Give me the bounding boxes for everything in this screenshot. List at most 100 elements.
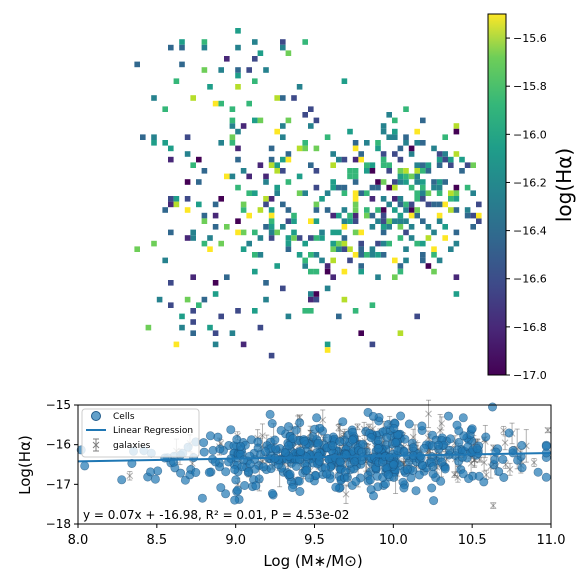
heatmap-cell [302,145,308,152]
heatmap-cell [442,151,448,157]
heatmap-cell [151,240,157,247]
heatmap-cell [313,117,320,124]
heatmap-cell [296,84,303,90]
heatmap-cell [358,268,364,275]
heatmap-cell [229,134,236,140]
cell-point [443,411,453,421]
heatmap-cell [257,117,264,124]
heatmap-cell [397,145,404,152]
heatmap-cell [341,268,348,275]
heatmap-cell [476,218,482,224]
heatmap-cell [358,330,364,336]
heatmap-cell [341,207,348,213]
colorbar-tick-label: −16.8 [513,321,547,334]
heatmap-cell [358,246,364,252]
cell-point [517,440,527,450]
heatmap-cell [386,134,392,140]
heatmap-cell [352,308,359,314]
cell-point [284,422,294,432]
cell-point [244,467,254,477]
cell-point [299,436,309,446]
cell-point [487,402,497,412]
heatmap-cell [313,235,320,241]
heatmap-cell [403,140,409,146]
cell-point [429,496,439,506]
heatmap-cell [470,162,476,168]
heatmap-cell [408,184,415,191]
y-tick-label: −17 [46,477,71,491]
cell-point [314,456,324,466]
heatmap-cell [296,252,303,258]
heatmap-cell [201,44,208,51]
heatmap-cell [184,151,191,157]
scatter-panel: 8.0 8.5 9.0 9.5 10.0 10.5 11.0 −18 −17 −16 −15 Log… [16,398,565,570]
cell-point [328,441,338,451]
heatmap-cell [296,173,303,180]
heatmap-cell [341,190,348,196]
heatmap-cell [431,179,437,185]
heatmap-cell [464,207,471,213]
heatmap-cell [330,229,336,236]
y-tick-label: −16 [46,438,71,452]
colorbar-gradient [487,13,507,376]
heatmap-cell [179,44,185,51]
heatmap-cell [252,308,258,314]
heatmap-cell [408,212,415,219]
heatmap-cell [380,229,387,236]
heatmap-cell [431,246,437,252]
heatmap-cell [285,50,292,56]
heatmap-cell [364,168,370,174]
heatmap-cell [436,190,443,196]
heatmap-cell [201,168,208,174]
heatmap-cell [380,207,387,213]
heatmap-cell [168,145,174,152]
cell-point [458,469,468,479]
heatmap-cell [392,257,398,264]
heatmap-cell [179,39,185,45]
heatmap-cell [302,112,308,118]
heatmap-cell [364,190,370,196]
colorbar: −17.0 −16.8 −16.6 −16.4 −16.2 −16.0 −15.8 −15.6… [487,13,576,382]
heatmap-cell [352,201,359,208]
heatmap-cell [201,218,208,224]
heatmap-cell [184,196,191,202]
heatmap-cell [352,212,359,219]
heatmap-cell [263,224,269,230]
heatmap-cell [218,140,224,146]
cell-point [417,460,427,470]
heatmap-cell [341,296,348,303]
heatmap-cell [375,240,381,247]
heatmap-cell [330,274,336,280]
heatmap-cell [448,156,454,163]
heatmap-panel [134,28,482,359]
cell-point [146,467,156,477]
heatmap-cell [392,218,398,224]
heatmap-cell [397,224,404,230]
cell-point [458,413,468,423]
cell-point [312,413,322,423]
heatmap-cell [352,156,359,163]
heatmap-cell [380,240,387,247]
heatmap-cell [392,151,398,157]
heatmap-cell [369,246,376,252]
heatmap-cell [235,218,241,224]
heatmap-cell [341,218,348,224]
heatmap-cell [179,324,185,331]
heatmap-cell [190,330,196,336]
heatmap-cell [408,173,415,180]
heatmap-cell [436,184,443,191]
cell-point [365,475,375,485]
cell-point [533,467,543,477]
heatmap-cell [341,246,348,252]
heatmap-cell [246,190,252,196]
cell-point [445,434,455,444]
colorbar-tick-label: −15.8 [513,80,547,93]
heatmap-cell [448,162,454,168]
heatmap-cell [397,168,404,174]
heatmap-cell [257,235,264,241]
cell-point [368,411,378,421]
cell-point [391,438,401,448]
heatmap-cell [168,156,174,163]
heatmap-cell [319,196,325,202]
